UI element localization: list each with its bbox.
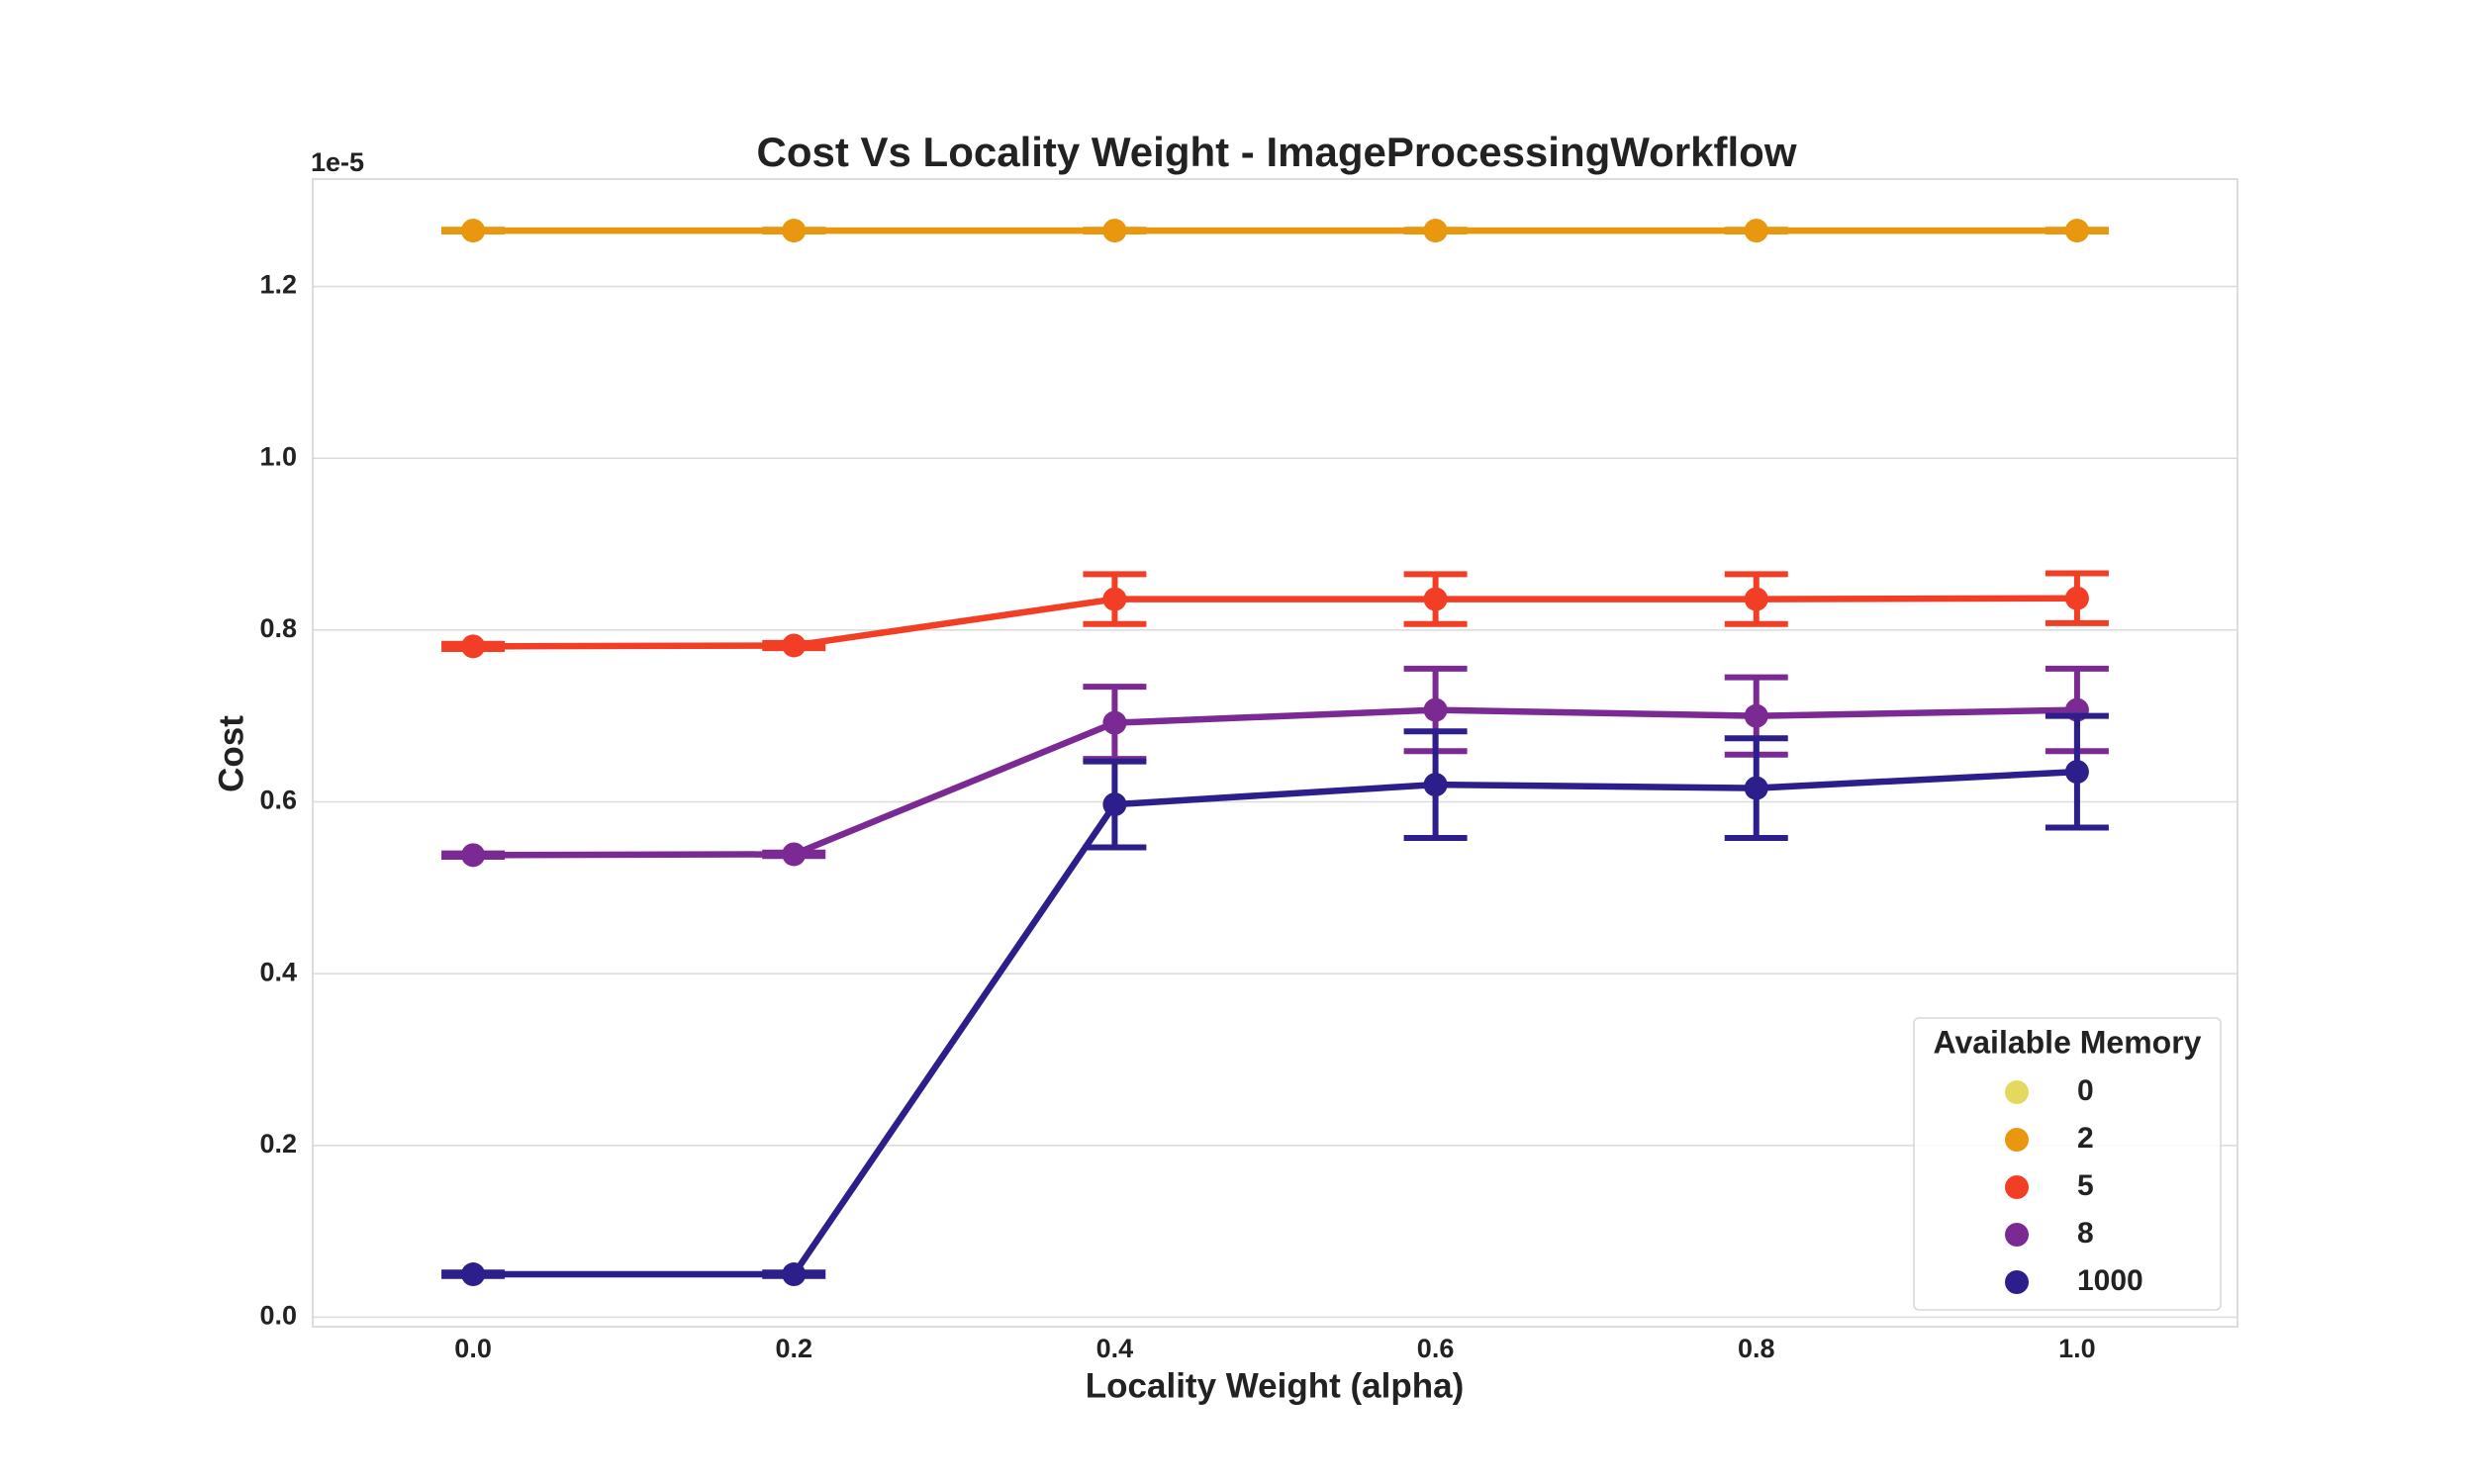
legend-label: 5 — [2077, 1169, 2094, 1202]
point — [1423, 773, 1448, 797]
x-tick-label: 0.8 — [1738, 1334, 1775, 1363]
legend-marker — [2005, 1128, 2029, 1152]
point — [1102, 587, 1127, 611]
point — [782, 842, 807, 867]
point — [1102, 792, 1127, 817]
y-tick-label: 0.6 — [259, 786, 297, 815]
series — [441, 219, 2109, 243]
series-line — [473, 595, 2077, 650]
point — [461, 1262, 486, 1287]
series — [441, 712, 2109, 1287]
point — [782, 1262, 807, 1287]
point — [782, 633, 807, 658]
legend-marker — [2005, 1223, 2029, 1247]
y-tick-label: 0.8 — [259, 613, 297, 643]
y-tick-label: 1.2 — [259, 270, 297, 300]
point — [1744, 219, 1768, 243]
legend-title: Available Memory — [1934, 1024, 2202, 1060]
point — [1423, 697, 1448, 722]
y-offset-label: 1e-5 — [311, 147, 364, 177]
series-line — [473, 706, 2077, 859]
plot-frame — [312, 178, 2238, 1328]
point — [2064, 586, 2089, 610]
legend-box — [1913, 1017, 2222, 1311]
legend-label: 2 — [2077, 1122, 2094, 1155]
legend-marker — [2005, 1080, 2029, 1104]
y-tick-label: 0.2 — [259, 1129, 297, 1159]
x-tick-label: 0.0 — [454, 1334, 492, 1363]
legend-marker — [2005, 1175, 2029, 1199]
point — [461, 634, 486, 659]
series-line — [473, 768, 2078, 1278]
x-tick-label: 0.2 — [775, 1334, 812, 1363]
point — [461, 843, 486, 868]
legend-marker — [2005, 1270, 2029, 1294]
point — [1744, 703, 1768, 728]
legend: Available Memory 0 2 5 8 1000 — [1913, 1017, 2222, 1311]
y-tick-label: 0.4 — [259, 957, 297, 986]
point — [1102, 219, 1127, 243]
point — [1423, 219, 1448, 243]
x-axis-label: Locality Weight (alpha) — [1086, 1366, 1464, 1405]
legend-label: 0 — [2077, 1074, 2094, 1107]
series — [441, 570, 2109, 659]
legend-label: 1000 — [2077, 1264, 2143, 1297]
point — [2064, 760, 2089, 785]
y-tick-label: 0.0 — [259, 1301, 297, 1331]
y-axis-label: Cost — [212, 715, 250, 792]
point — [2064, 219, 2089, 243]
x-tick-label: 0.6 — [1417, 1334, 1455, 1363]
point — [1744, 587, 1768, 611]
point — [1423, 587, 1448, 611]
x-tick-label: 1.0 — [2058, 1334, 2096, 1363]
point — [1102, 710, 1127, 735]
y-tick-label: 1.0 — [259, 441, 297, 471]
point — [461, 219, 486, 243]
legend-label: 8 — [2077, 1217, 2094, 1250]
chart-title: Cost Vs Locality Weight - ImageProcessin… — [757, 129, 1797, 175]
point — [782, 219, 807, 243]
point — [1744, 776, 1768, 800]
x-tick-label: 0.4 — [1096, 1334, 1134, 1363]
